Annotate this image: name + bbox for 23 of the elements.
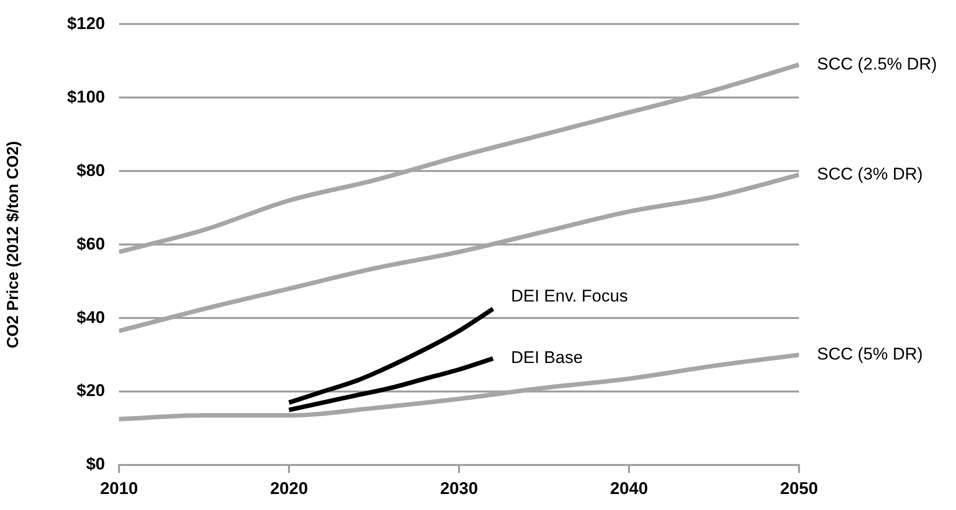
series-label: SCC (2.5% DR)	[817, 54, 937, 74]
line-series	[119, 352, 799, 422]
x-tick-label: 2020	[270, 478, 308, 498]
series-label: SCC (3% DR)	[817, 164, 923, 184]
y-tick-label: $60	[76, 234, 105, 254]
line-series	[286, 306, 496, 405]
line-series	[119, 172, 799, 334]
series-label: DEI Env. Focus	[511, 286, 628, 306]
x-tick-label: 2040	[610, 478, 648, 498]
x-tick-label: 2010	[100, 478, 138, 498]
y-tick-label: $120	[67, 14, 105, 33]
line-series	[286, 356, 496, 412]
x-tick-label: 2050	[780, 478, 818, 498]
y-tick-label: $40	[76, 308, 105, 327]
series-label: DEI Base	[511, 348, 583, 368]
y-tick-label: $20	[76, 381, 105, 400]
y-tick-label: $0	[86, 454, 105, 474]
y-axis-title: CO2 Price (2012 $/ton CO2)	[5, 141, 22, 348]
y-tick-label: $100	[67, 87, 105, 106]
series-label: SCC (5% DR)	[817, 344, 923, 364]
line-series	[119, 62, 799, 254]
y-tick-label: $80	[76, 160, 105, 180]
x-tick-label: 2030	[440, 478, 478, 498]
